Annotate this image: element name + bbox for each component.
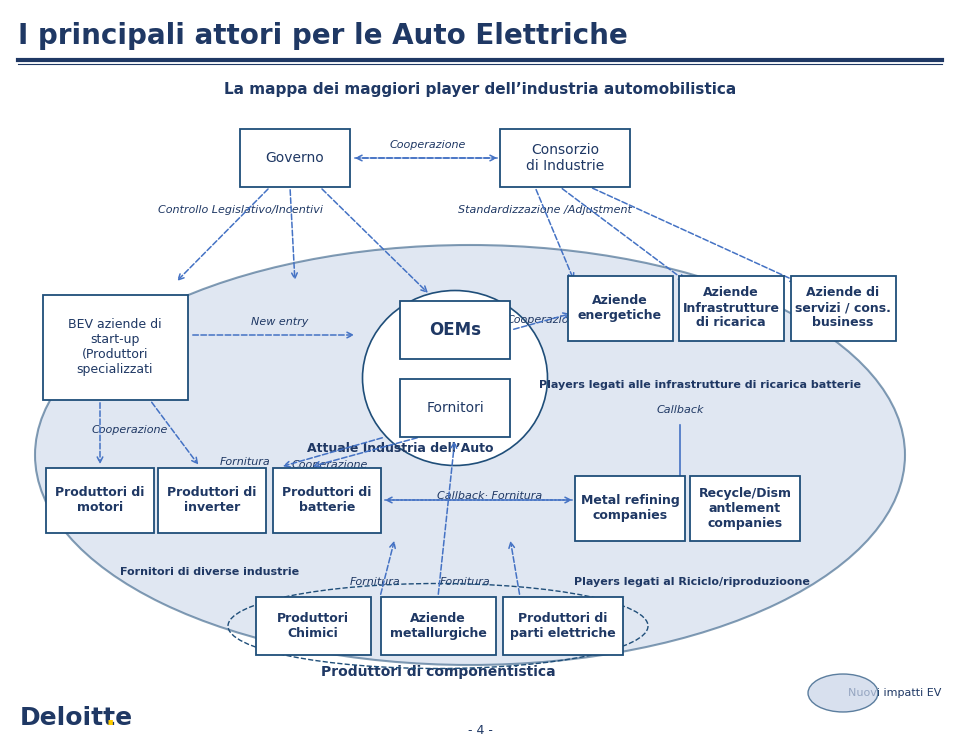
- Text: Metal refining
companies: Metal refining companies: [581, 494, 680, 522]
- FancyBboxPatch shape: [690, 475, 800, 541]
- Text: Cooperazione: Cooperazione: [507, 315, 583, 325]
- Text: New entry: New entry: [252, 317, 309, 327]
- Text: Deloitte: Deloitte: [20, 706, 133, 730]
- Text: Fornitura: Fornitura: [349, 577, 400, 587]
- Text: Fornitori: Fornitori: [426, 401, 484, 415]
- Ellipse shape: [35, 245, 905, 665]
- Text: Aziende di
servizi / cons.
business: Aziende di servizi / cons. business: [795, 286, 891, 330]
- Text: Recycle/Dism
antlement
companies: Recycle/Dism antlement companies: [699, 486, 791, 530]
- Text: Produttori di
inverter: Produttori di inverter: [167, 486, 256, 514]
- FancyBboxPatch shape: [255, 597, 371, 655]
- Text: Attuale Industria dell’Auto: Attuale Industria dell’Auto: [307, 442, 493, 454]
- Ellipse shape: [363, 290, 547, 466]
- Text: Produttori di
batterie: Produttori di batterie: [282, 486, 372, 514]
- Text: Nuovi impatti EV: Nuovi impatti EV: [849, 688, 942, 698]
- FancyBboxPatch shape: [400, 379, 510, 437]
- Text: Produttori di componentistica: Produttori di componentistica: [321, 665, 555, 679]
- Text: Fornitura: Fornitura: [440, 577, 491, 587]
- FancyBboxPatch shape: [42, 295, 187, 400]
- Text: Produttori
Chimici: Produttori Chimici: [277, 612, 349, 640]
- Text: Players legati alle infrastrutture di ricarica batterie: Players legati alle infrastrutture di ri…: [539, 380, 861, 390]
- Text: I principali attori per le Auto Elettriche: I principali attori per le Auto Elettric…: [18, 22, 628, 50]
- Text: Aziende
metallurgiche: Aziende metallurgiche: [390, 612, 487, 640]
- FancyBboxPatch shape: [400, 301, 510, 359]
- FancyBboxPatch shape: [273, 468, 381, 533]
- FancyBboxPatch shape: [503, 597, 623, 655]
- Text: Fornitori di diverse industrie: Fornitori di diverse industrie: [120, 567, 300, 577]
- Text: Governo: Governo: [266, 151, 324, 165]
- Text: BEV aziende di
start-up
(Produttori
specializzati: BEV aziende di start-up (Produttori spec…: [68, 318, 162, 376]
- Text: .: .: [106, 706, 115, 730]
- FancyBboxPatch shape: [679, 275, 783, 340]
- Text: Cooperazione: Cooperazione: [92, 425, 168, 435]
- Text: Fornitura: Fornitura: [220, 457, 271, 467]
- FancyBboxPatch shape: [240, 129, 350, 187]
- Ellipse shape: [808, 674, 878, 712]
- FancyBboxPatch shape: [790, 275, 896, 340]
- FancyBboxPatch shape: [158, 468, 266, 533]
- FancyBboxPatch shape: [46, 468, 154, 533]
- Text: Aziende
Infrastrutture
di ricarica: Aziende Infrastrutture di ricarica: [683, 286, 780, 330]
- Text: Cooperazione: Cooperazione: [390, 140, 467, 150]
- Text: OEMs: OEMs: [429, 321, 481, 339]
- Text: - 4 -: - 4 -: [468, 724, 492, 736]
- Text: Consorzio
di Industrie: Consorzio di Industrie: [526, 143, 604, 173]
- FancyBboxPatch shape: [567, 275, 673, 340]
- Text: Aziende
energetiche: Aziende energetiche: [578, 294, 662, 322]
- Text: Players legati al Riciclo/riproduzioone: Players legati al Riciclo/riproduzioone: [574, 577, 810, 587]
- Text: La mappa dei maggiori player dell’industria automobilistica: La mappa dei maggiori player dell’indust…: [224, 82, 736, 97]
- Text: Controllo Legislativo/Incentivi: Controllo Legislativo/Incentivi: [157, 205, 323, 215]
- Text: Standardizzazione /Adjustment: Standardizzazione /Adjustment: [458, 205, 632, 215]
- Text: Callback· Fornitura: Callback· Fornitura: [438, 491, 542, 501]
- Text: Callback: Callback: [657, 405, 704, 415]
- FancyBboxPatch shape: [575, 475, 685, 541]
- Text: Produttori di
parti elettriche: Produttori di parti elettriche: [510, 612, 616, 640]
- FancyBboxPatch shape: [500, 129, 630, 187]
- Text: Produttori di
motori: Produttori di motori: [56, 486, 145, 514]
- FancyBboxPatch shape: [380, 597, 495, 655]
- Text: Cooperazione: Cooperazione: [292, 460, 369, 470]
